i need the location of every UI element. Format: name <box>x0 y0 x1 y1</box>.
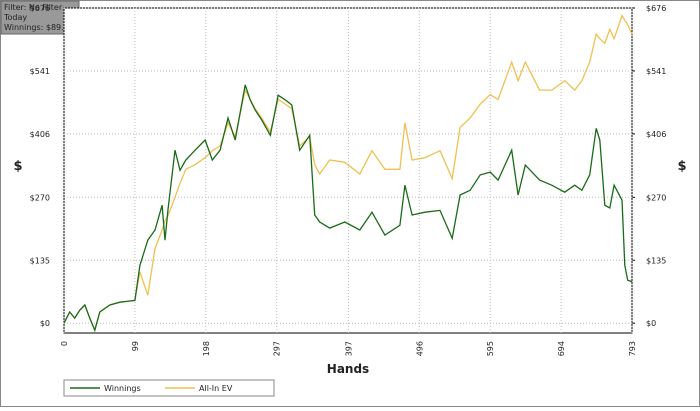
x-tick-label: 793 <box>628 341 637 356</box>
x-tick-label: 397 <box>344 341 353 356</box>
y2-tick-label: $676 <box>646 4 666 13</box>
x-tick-label: 595 <box>486 341 495 356</box>
x-tick-label: 694 <box>557 341 566 356</box>
series-line <box>63 84 633 333</box>
x-tick-label: 0 <box>60 341 69 346</box>
x-tick-label: 297 <box>273 341 282 356</box>
x-tick-label: 99 <box>131 341 140 351</box>
x-tick-label: 496 <box>415 341 424 356</box>
x-tick-label: 198 <box>202 341 211 356</box>
info-text: Filter: No Filter <box>4 3 63 12</box>
y-tick-label: $0 <box>40 319 50 328</box>
x-axis-label: Hands <box>327 362 369 376</box>
y2-tick-label: $406 <box>646 130 666 139</box>
info-text: Winnings: $89.15 <box>4 23 74 32</box>
y-axis-label: $ <box>13 159 22 174</box>
info-text: Today <box>3 13 27 22</box>
y2-axis-label: $ <box>677 159 686 174</box>
y2-tick-label: $135 <box>646 256 666 265</box>
y2-tick-label: $270 <box>646 193 666 202</box>
y2-tick-label: $0 <box>646 319 656 328</box>
legend-label: Winnings <box>104 384 141 393</box>
y2-tick-label: $541 <box>646 67 666 76</box>
y-tick-label: $541 <box>30 67 50 76</box>
y-tick-label: $135 <box>30 256 50 265</box>
series-line <box>63 13 633 333</box>
y-tick-label: $270 <box>30 193 50 202</box>
y-tick-label: $406 <box>30 130 50 139</box>
y-tick-label: $676 <box>30 4 50 13</box>
legend-label: All-In EV <box>199 384 233 393</box>
